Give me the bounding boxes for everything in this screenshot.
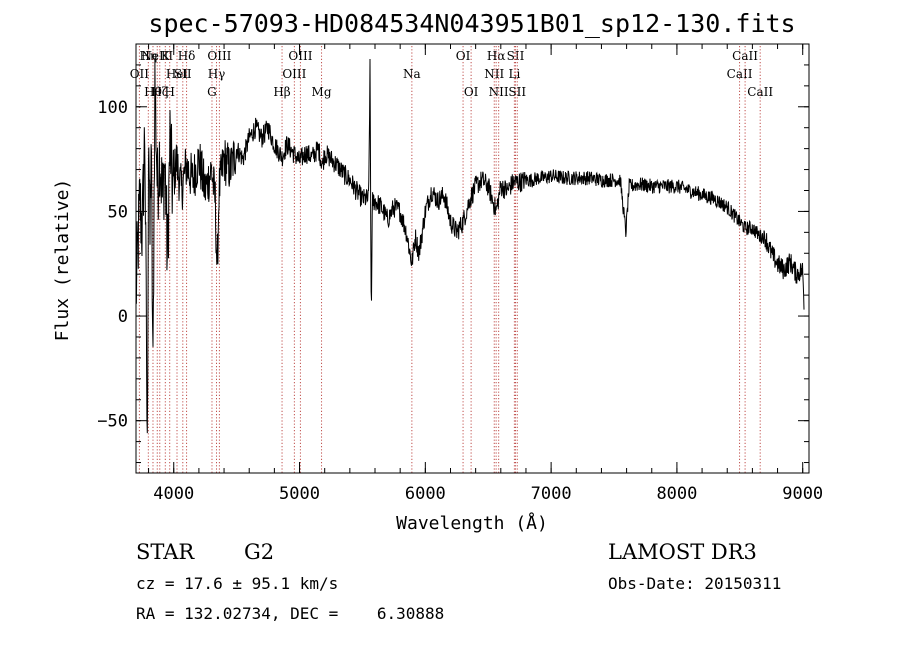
marker-label-18: OI xyxy=(456,49,471,63)
marker-label-22: NII xyxy=(489,85,509,99)
marker-label-20: NII xyxy=(484,67,504,81)
subclass: G2 xyxy=(244,540,275,564)
plot-frame xyxy=(135,43,810,474)
x-tick-label-4: 8000 xyxy=(656,484,697,504)
y-axis-label: Flux (relative) xyxy=(52,179,73,342)
coordinates: RA = 132.02734, DEC = 6.30888 xyxy=(136,604,445,623)
axis-ticks: 4000 5000 6000 7000 8000 9000 −50 0 50 100 xyxy=(97,43,823,504)
marker-label-19: OI xyxy=(464,85,479,99)
marker-label-12: OIII xyxy=(207,49,231,63)
marker-label-6: H xyxy=(164,85,174,99)
marker-label-8: SII xyxy=(174,67,192,81)
x-tick-label-2: 6000 xyxy=(405,484,446,504)
x-tick-label-0: 4000 xyxy=(153,484,194,504)
marker-label-21: Hα xyxy=(487,49,506,63)
y-tick-label-3: 100 xyxy=(97,98,128,118)
marker-label-5: K xyxy=(161,49,171,63)
flux-series xyxy=(135,57,805,434)
marker-label-23: Li xyxy=(508,67,520,81)
x-axis-label: Wavelength (Å) xyxy=(396,512,548,534)
obs-date: Obs-Date: 20150311 xyxy=(608,574,782,593)
marker-label-28: CaII xyxy=(747,85,773,99)
marker-label-15: OIII xyxy=(288,49,312,63)
redshift-readout: cz = 17.6 ± 95.1 km/s xyxy=(136,574,339,593)
marker-label-25: SII xyxy=(508,85,526,99)
x-tick-label-3: 7000 xyxy=(531,484,572,504)
x-tick-label-1: 5000 xyxy=(279,484,320,504)
x-tick-label-5: 9000 xyxy=(782,484,823,504)
y-tick-label-0: −50 xyxy=(97,412,128,432)
marker-label-7: HeI xyxy=(166,67,189,81)
marker-label-17: Na xyxy=(403,67,421,81)
survey-name: LAMOST DR3 xyxy=(608,540,757,564)
y-tick-label-1: 0 xyxy=(118,307,128,327)
marker-label-0: OII xyxy=(130,67,150,81)
marker-label-16: Mg xyxy=(312,85,332,99)
marker-label-11: Hγ xyxy=(208,67,226,81)
marker-label-27: CaII xyxy=(732,49,758,63)
flux-line-0 xyxy=(135,57,805,434)
marker-label-24: SII xyxy=(507,49,525,63)
y-tick-label-2: 50 xyxy=(108,202,128,222)
marker-label-14: OIII xyxy=(282,67,306,81)
marker-label-26: CaII xyxy=(727,67,753,81)
marker-label-9: Hδ xyxy=(178,49,196,63)
marker-label-10: G xyxy=(207,85,217,99)
chart-title: spec-57093-HD084534N043951B01_sp12-130.f… xyxy=(148,9,795,38)
object-class: STAR xyxy=(136,540,195,564)
spectral-line-markers: OIIHηHθNeIIIHζKHHeISIIHδGHγOIIIHβOIIIOII… xyxy=(130,46,773,473)
marker-label-13: Hβ xyxy=(273,85,290,99)
